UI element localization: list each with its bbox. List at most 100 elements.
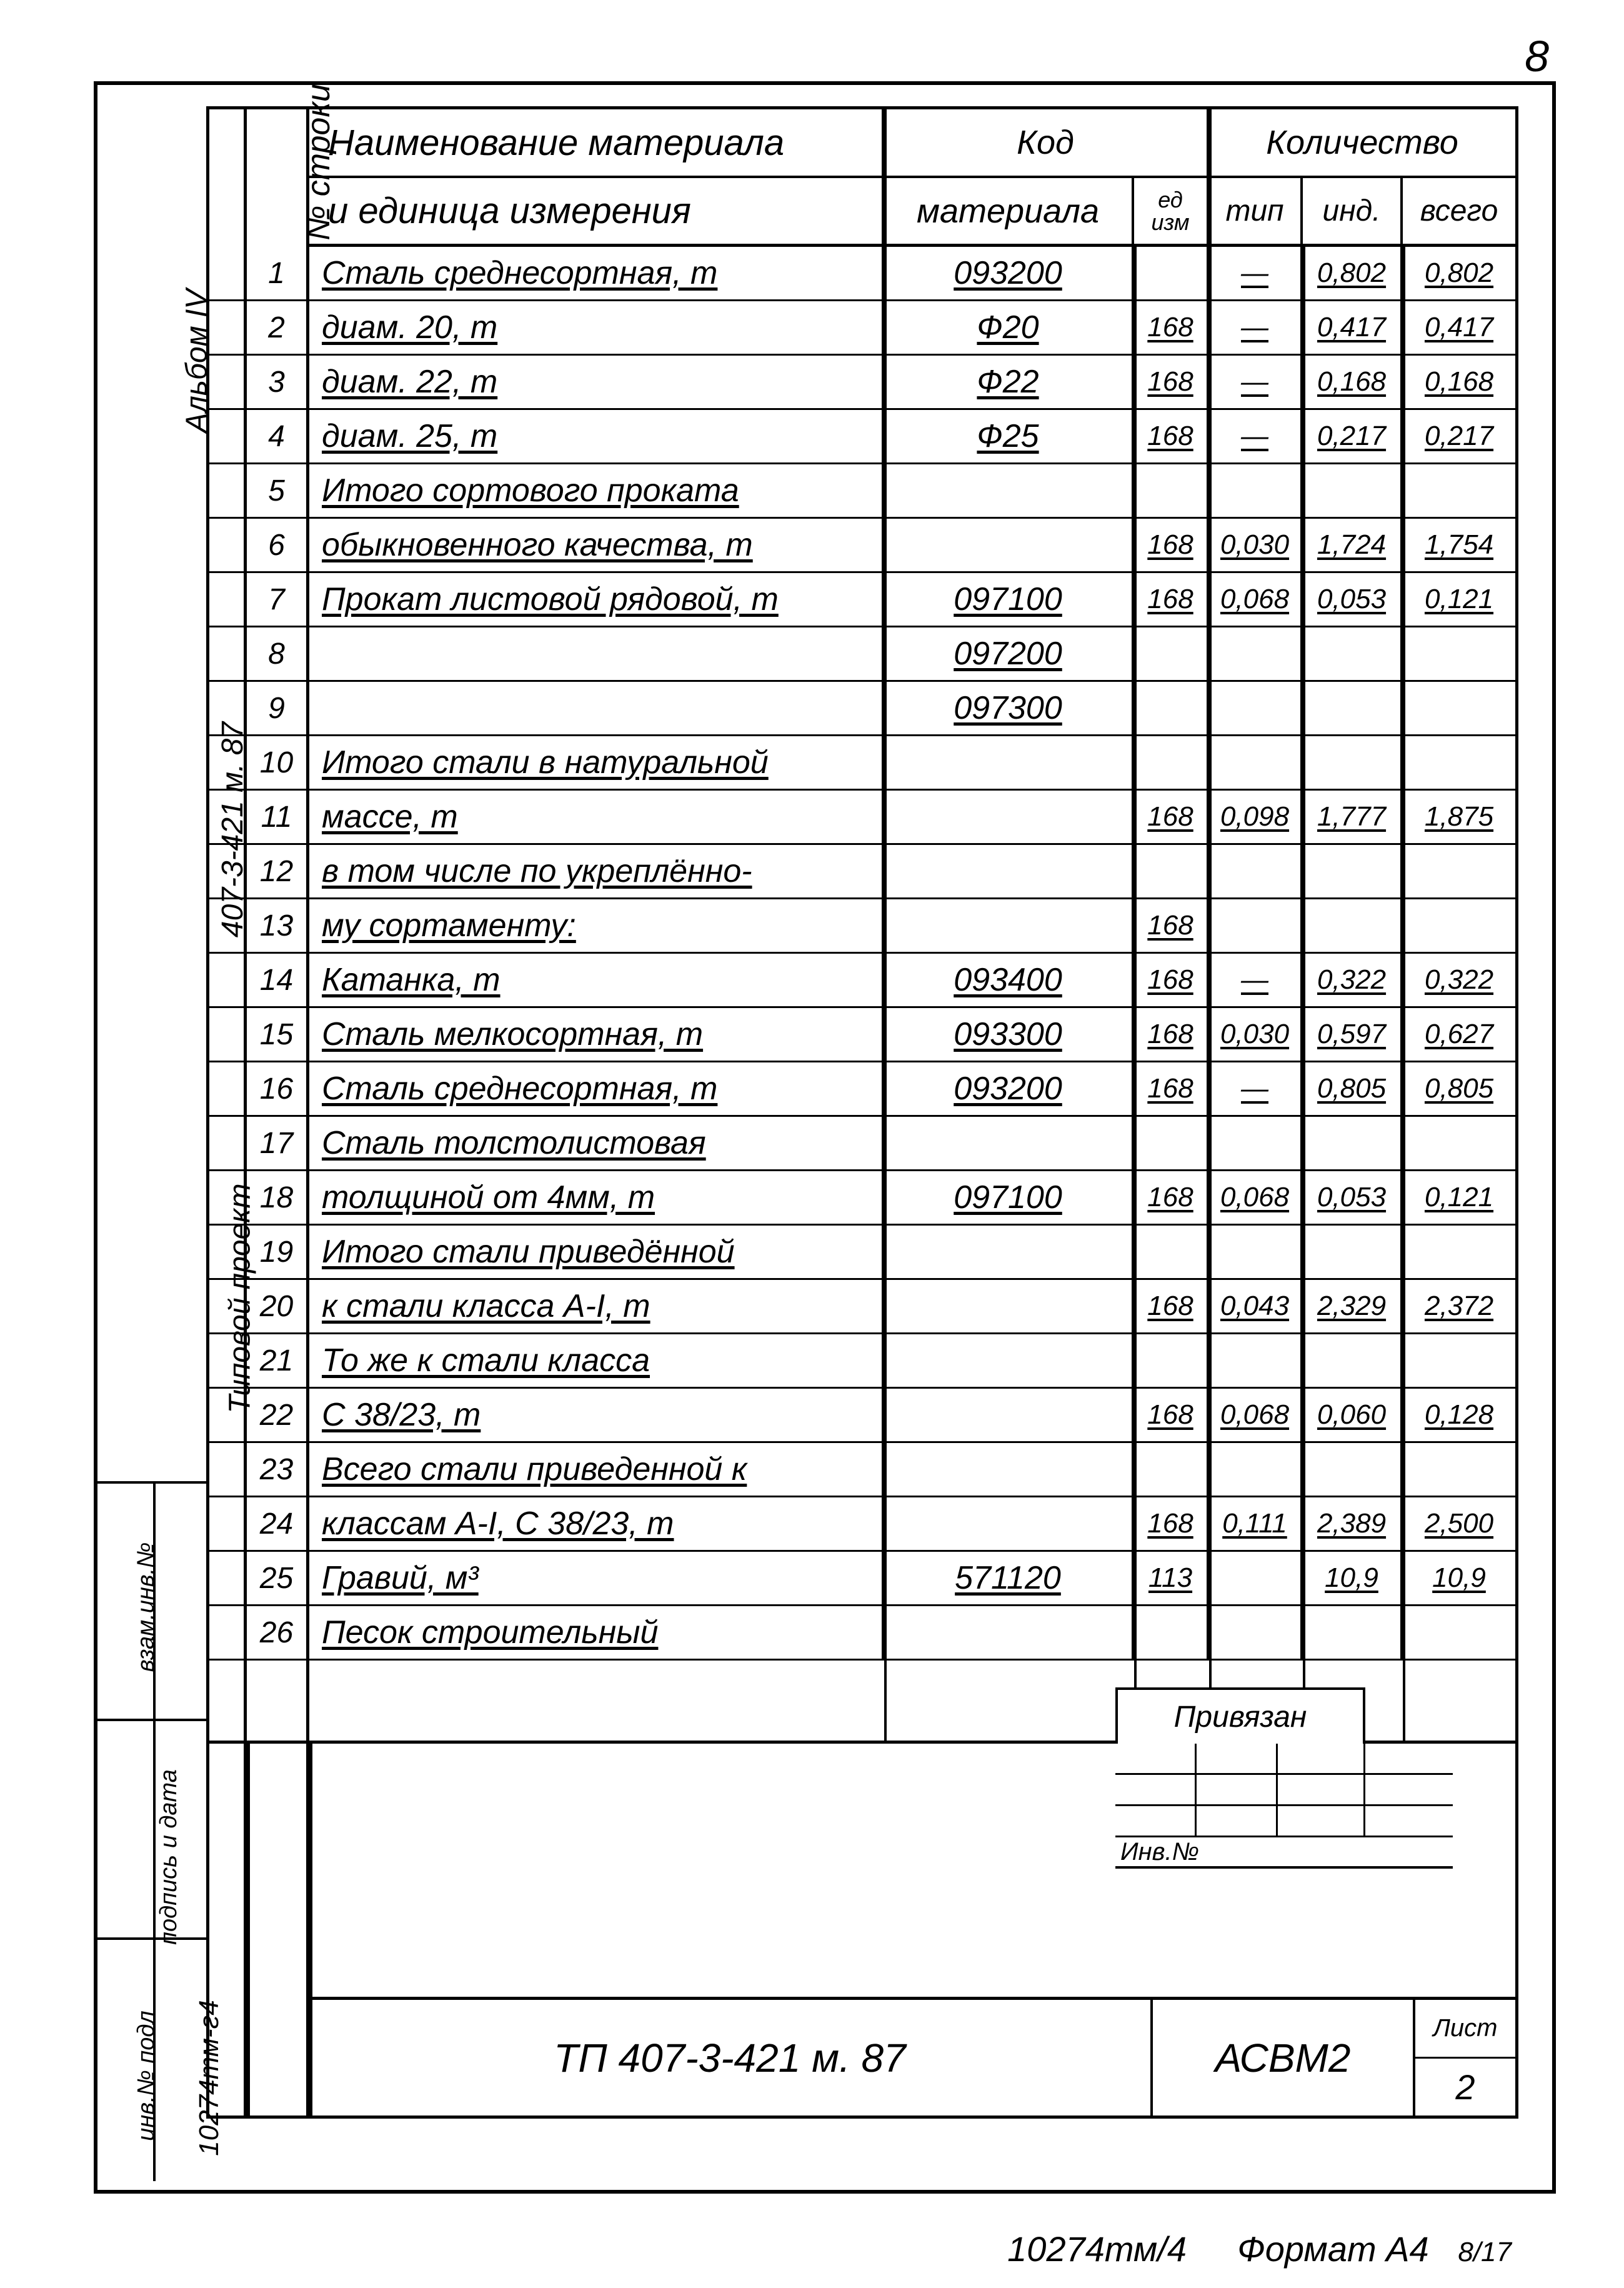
row-vsego: 0,417 (1403, 301, 1515, 354)
side-label-code: 407-3-421 м. 87 (216, 722, 250, 937)
table-row: 17 Сталь толстолистовая (209, 1117, 1515, 1171)
row-name: Сталь толстолистовая (309, 1117, 884, 1169)
row-number: 5 (247, 464, 309, 517)
row-name: толщиной от 4мм, т (309, 1171, 884, 1224)
side-div-2 (94, 1719, 206, 1721)
row-name: Гравий, м³ (309, 1552, 884, 1604)
header-row-2: и единица измерения материала ед изм тип… (309, 178, 1515, 247)
row-stub (209, 356, 247, 408)
row-stub (209, 1062, 247, 1115)
table-row: 4 диам. 25, т Ф25 168 — 0,217 0,217 (209, 410, 1515, 464)
row-material: 093400 (884, 954, 1134, 1006)
row-vsego: 0,168 (1403, 356, 1515, 408)
row-vsego: 0,128 (1403, 1389, 1515, 1441)
row-name: обыкновенного качества, т (309, 519, 884, 571)
row-material: Ф22 (884, 356, 1134, 408)
header-ed-1: ед (1158, 189, 1183, 211)
inv-no-label: Инв.№ (1115, 1837, 1453, 1866)
row-vsego (1403, 1443, 1515, 1496)
row-ed: 168 (1134, 410, 1209, 462)
row-material: 097100 (884, 573, 1134, 626)
table-row: 5 Итого сортового проката (209, 464, 1515, 519)
side-div-1 (94, 1481, 206, 1484)
row-ed: 168 (1134, 1280, 1209, 1332)
row-vsego: 0,322 (1403, 954, 1515, 1006)
table-row: 24 классам А-I, С 38/23, т 168 0,111 2,3… (209, 1497, 1515, 1552)
side-label-type: Типовой проект (222, 1184, 257, 1414)
row-ind: 2,329 (1303, 1280, 1403, 1332)
row-number: 4 (247, 410, 309, 462)
row-material (884, 519, 1134, 571)
table-row: 21 То же к стали класса (209, 1334, 1515, 1389)
row-name: массе, т (309, 791, 884, 843)
row-stub (209, 410, 247, 462)
row-vsego: 1,875 (1403, 791, 1515, 843)
revision-small-grid: Инв.№ (1115, 1744, 1453, 1869)
header-row-1: Наименование материала и единица измерен… (309, 109, 1515, 178)
row-ind: 0,802 (1303, 247, 1403, 299)
row-tip (1209, 682, 1303, 734)
row-vsego: 2,500 (1403, 1497, 1515, 1550)
row-vsego: 0,802 (1403, 247, 1515, 299)
table-row: 19 Итого стали приведённой (209, 1226, 1515, 1280)
row-name: С 38/23, т (309, 1389, 884, 1441)
row-stub (209, 519, 247, 571)
header-vsego: всего (1403, 178, 1515, 244)
table-row: 1 Сталь среднесортная, т 093200 — 0,802 … (209, 247, 1515, 301)
header-kod: Код (884, 109, 1209, 176)
row-tip (1209, 1226, 1303, 1278)
row-number: 24 (247, 1497, 309, 1550)
row-material: 093300 (884, 1008, 1134, 1061)
row-ind (1303, 1606, 1403, 1659)
header-ind: инд. (1303, 178, 1403, 244)
table-row: 6 обыкновенного качества, т 168 0,030 1,… (209, 519, 1515, 573)
row-ed: 168 (1134, 573, 1209, 626)
table-row: 15 Сталь мелкосортная, т 093300 168 0,03… (209, 1008, 1515, 1062)
row-number: 25 (247, 1552, 309, 1604)
row-tip (1209, 736, 1303, 789)
row-tip: 0,111 (1209, 1497, 1303, 1550)
table-row: 22 С 38/23, т 168 0,068 0,060 0,128 (209, 1389, 1515, 1443)
row-number: 9 (247, 682, 309, 734)
row-tip: 0,030 (1209, 519, 1303, 571)
row-ind (1303, 736, 1403, 789)
row-ed (1134, 627, 1209, 680)
bottom-block: Привязан Инв.№ ТП 407-3-421 м. 87 АСВМ2 … (209, 1741, 1515, 2116)
row-name: диам. 25, т (309, 410, 884, 462)
row-name: Итого стали в натуральной (309, 736, 884, 789)
row-number: 11 (247, 791, 309, 843)
row-vsego: 0,805 (1403, 1062, 1515, 1115)
row-ind (1303, 845, 1403, 897)
row-stub (209, 954, 247, 1006)
row-vsego (1403, 1334, 1515, 1387)
row-material (884, 791, 1134, 843)
row-vsego (1403, 464, 1515, 517)
row-vsego (1403, 627, 1515, 680)
table-body: 1 Сталь среднесортная, т 093200 — 0,802 … (209, 247, 1515, 1741)
row-vsego (1403, 899, 1515, 952)
row-stub (209, 1552, 247, 1604)
row-tip (1209, 1443, 1303, 1496)
stub-line-1-bottom (247, 1744, 250, 2116)
row-tip (1209, 627, 1303, 680)
row-ind: 0,322 (1303, 954, 1403, 1006)
row-tip (1209, 1117, 1303, 1169)
row-number: 17 (247, 1117, 309, 1169)
row-vsego: 2,372 (1403, 1280, 1515, 1332)
row-ed: 168 (1134, 356, 1209, 408)
row-number: 15 (247, 1008, 309, 1061)
row-stub (209, 464, 247, 517)
row-name: классам А-I, С 38/23, т (309, 1497, 884, 1550)
row-name: Сталь среднесортная, т (309, 1062, 884, 1115)
row-material: 097300 (884, 682, 1134, 734)
row-tip: — (1209, 356, 1303, 408)
row-name (309, 682, 884, 734)
row-ind: 0,597 (1303, 1008, 1403, 1061)
page-number-top: 8 (1525, 31, 1549, 81)
row-name (309, 627, 884, 680)
row-ed: 168 (1134, 1062, 1209, 1115)
row-ed (1134, 736, 1209, 789)
row-ed: 168 (1134, 954, 1209, 1006)
header-ed: ед изм (1134, 178, 1209, 244)
row-tip: — (1209, 410, 1303, 462)
